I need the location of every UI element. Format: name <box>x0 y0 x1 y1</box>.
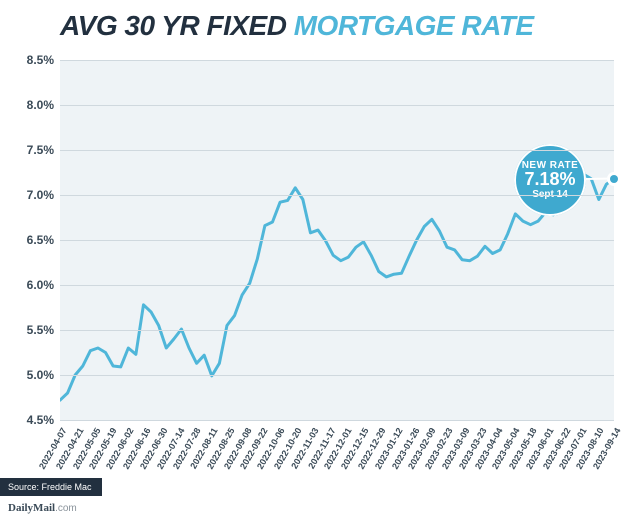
gridline <box>60 195 614 196</box>
callout-value: 7.18% <box>524 169 575 190</box>
credit-suffix: .com <box>55 503 77 514</box>
gridline <box>60 60 614 61</box>
y-axis-label: 5.0% <box>6 368 54 382</box>
gridline <box>60 150 614 151</box>
title-part-1: AVG 30 YR FIXED <box>60 10 294 41</box>
source-badge: Source: Freddie Mac <box>0 478 102 496</box>
plot-area: NEW RATE 7.18% Sept 14 <box>60 60 614 420</box>
y-axis-label: 7.5% <box>6 143 54 157</box>
title-part-2: MORTGAGE RATE <box>294 10 534 41</box>
gridline <box>60 375 614 376</box>
y-axis-label: 6.5% <box>6 233 54 247</box>
y-axis-label: 4.5% <box>6 413 54 427</box>
gridline <box>60 330 614 331</box>
credit-brand: DailyMail <box>8 502 55 514</box>
rate-callout: NEW RATE 7.18% Sept 14 <box>514 144 586 216</box>
gridline <box>60 105 614 106</box>
y-axis-label: 5.5% <box>6 323 54 337</box>
credit-line: DailyMail.com <box>8 502 77 514</box>
chart-title: AVG 30 YR FIXED MORTGAGE RATE <box>60 10 534 42</box>
gridline <box>60 285 614 286</box>
endpoint-marker-inner <box>610 175 618 183</box>
y-axis-label: 7.0% <box>6 188 54 202</box>
gridline <box>60 420 614 421</box>
y-axis-label: 6.0% <box>6 278 54 292</box>
y-axis-label: 8.0% <box>6 98 54 112</box>
y-axis-label: 8.5% <box>6 53 54 67</box>
gridline <box>60 240 614 241</box>
